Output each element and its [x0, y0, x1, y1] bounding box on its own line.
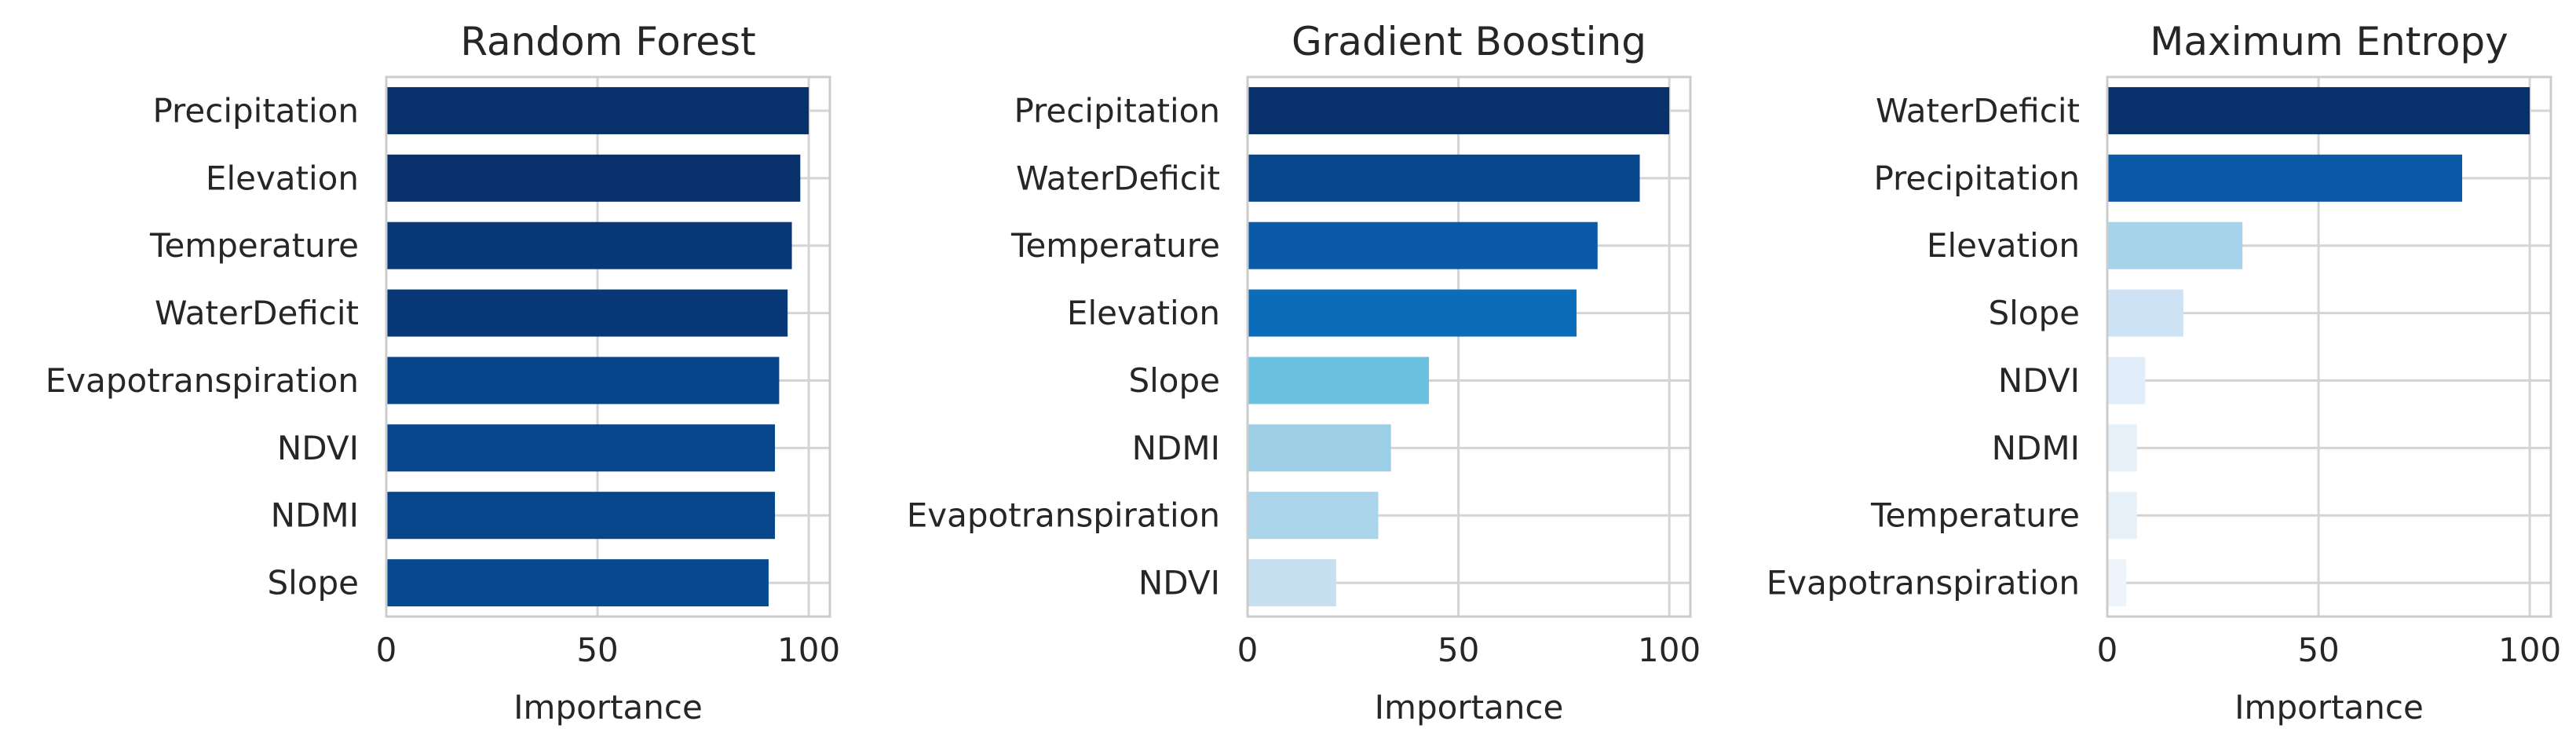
y-tick-label: Precipitation [152, 91, 359, 130]
y-tick-label: Temperature [1010, 226, 1220, 265]
bar-evapotranspiration [386, 357, 780, 404]
bar-evapotranspiration [2107, 559, 2127, 607]
bar-temperature [2107, 492, 2137, 540]
y-tick-label: Slope [1128, 361, 1220, 400]
bar-precipitation [1248, 86, 1670, 134]
y-tick-label: NDMI [1992, 429, 2080, 467]
bar-precipitation [2107, 154, 2462, 202]
chart-panel-3: WaterDeficit Precipitation Elevation Slope N… [1767, 19, 2561, 727]
bar-ndvi [2107, 357, 2146, 404]
x-axis-label: Importance [2234, 688, 2424, 727]
y-tick-label: Elevation [1927, 226, 2080, 265]
plot-frame [1246, 75, 1692, 618]
plot-frame [385, 75, 831, 618]
x-tick-label: 50 [576, 631, 618, 669]
x-tick-label: 50 [1438, 631, 1479, 669]
plot-frame [2106, 75, 2552, 618]
bar-evapotranspiration [1248, 492, 1379, 540]
y-tick-label: NDMI [1132, 429, 1220, 467]
y-tick-label: Temperature [149, 226, 359, 265]
bar-ndvi [386, 424, 776, 472]
bar-slope [1248, 357, 1429, 404]
bar-ndvi [1248, 559, 1336, 607]
bar-waterdeficit [2107, 86, 2530, 134]
x-tick-label: 0 [1237, 631, 1259, 669]
bar-temperature [386, 221, 792, 269]
y-tick-label: Elevation [206, 159, 359, 197]
y-tick-label: Elevation [1067, 294, 1220, 332]
bar-slope [2107, 289, 2183, 337]
bar-precipitation [386, 86, 809, 134]
bar-temperature [1248, 221, 1598, 269]
y-tick-label: Precipitation [1873, 159, 2080, 197]
y-tick-label: NDVI [1998, 361, 2080, 400]
chart-panel-2: Precipitation WaterDeficit Temperature Elev… [907, 19, 1701, 727]
chart-panel-1: Precipitation Elevation Temperature WaterDe… [46, 19, 840, 727]
bar-elevation [1248, 289, 1577, 337]
x-tick-label: 0 [2097, 631, 2118, 669]
bar-ndmi [1248, 424, 1391, 472]
bar-waterdeficit [386, 289, 788, 337]
bar-elevation [386, 154, 801, 202]
bar-ndmi [2107, 424, 2137, 472]
bar-slope [386, 559, 769, 607]
bar-elevation [2107, 221, 2243, 269]
x-tick-label: 100 [2498, 631, 2561, 669]
x-tick-label: 0 [376, 631, 397, 669]
y-tick-label: WaterDeficit [1016, 159, 1220, 197]
y-tick-label: NDVI [1138, 564, 1220, 602]
y-tick-label: WaterDeficit [155, 294, 359, 332]
x-tick-label: 100 [1638, 631, 1701, 669]
y-tick-label: Slope [267, 564, 359, 602]
y-tick-label: WaterDeficit [1876, 91, 2080, 130]
x-tick-label: 100 [777, 631, 840, 669]
y-tick-label: Precipitation [1014, 91, 1220, 130]
x-axis-label: Importance [513, 688, 703, 727]
chart-title: Random Forest [460, 19, 755, 64]
y-tick-label: NDMI [271, 496, 359, 535]
y-tick-label: Evapotranspiration [1767, 564, 2080, 602]
x-axis-label: Importance [1375, 688, 1564, 727]
y-tick-label: Slope [1988, 294, 2080, 332]
y-tick-label: Temperature [1870, 496, 2080, 535]
bar-ndmi [386, 492, 776, 540]
chart-title: Maximum Entropy [2150, 19, 2508, 64]
y-tick-label: Evapotranspiration [46, 361, 359, 400]
bar-waterdeficit [1248, 154, 1640, 202]
y-tick-label: NDVI [277, 429, 359, 467]
y-tick-label: Evapotranspiration [907, 496, 1220, 535]
chart-title: Gradient Boosting [1292, 19, 1646, 64]
x-tick-label: 50 [2297, 631, 2339, 669]
